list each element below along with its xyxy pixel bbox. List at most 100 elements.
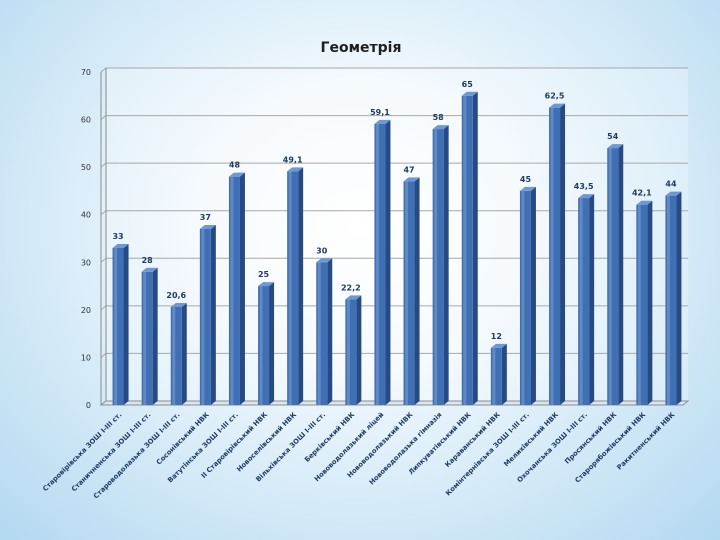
- data-label: 37: [200, 213, 211, 222]
- bar-highlight: [492, 347, 496, 405]
- gridline-depth: [100, 305, 107, 311]
- bar-top: [287, 167, 304, 172]
- bar: [432, 129, 444, 406]
- bar: [141, 271, 153, 405]
- bar-side: [152, 267, 158, 405]
- bar-side: [327, 258, 333, 405]
- bar-side: [472, 91, 478, 406]
- data-label: 59,1: [370, 108, 390, 117]
- bar-top: [403, 177, 420, 182]
- bar-highlight: [521, 190, 525, 405]
- bar-highlight: [114, 248, 118, 405]
- bar-side: [269, 282, 275, 405]
- data-label: 28: [142, 256, 154, 265]
- bar-top: [345, 295, 362, 300]
- bar-highlight: [346, 299, 350, 405]
- gridline-depth: [100, 67, 107, 73]
- gridline-depth: [100, 353, 107, 358]
- bar-side: [501, 343, 507, 405]
- y-tick-label: 60: [81, 116, 91, 125]
- gridline-depth: [100, 210, 107, 216]
- bar-top: [432, 125, 449, 130]
- bar: [607, 148, 619, 405]
- bar-side: [676, 191, 682, 405]
- bar-top: [374, 119, 391, 124]
- bar-top: [549, 103, 566, 108]
- bar: [199, 228, 211, 405]
- bar: [549, 107, 561, 405]
- bar-highlight: [317, 262, 321, 405]
- bar-side: [530, 186, 536, 405]
- bar-side: [385, 119, 391, 406]
- bar-top: [258, 282, 275, 287]
- bar-side: [443, 125, 449, 405]
- data-label: 54: [607, 132, 619, 141]
- gridline-depth: [100, 162, 107, 168]
- bar-highlight: [405, 181, 409, 405]
- bar-highlight: [375, 123, 379, 406]
- data-label: 33: [112, 232, 123, 241]
- bar: [665, 195, 677, 405]
- bar: [636, 204, 648, 405]
- y-tick-label: 70: [81, 68, 91, 77]
- bar: [374, 123, 386, 406]
- bar-top: [578, 194, 595, 199]
- bar: [461, 95, 473, 406]
- bar-side: [298, 167, 304, 405]
- y-tick-label: 20: [81, 306, 91, 315]
- x-category-label: Мелихівський НВК: [502, 410, 560, 468]
- data-label: 43,5: [574, 182, 594, 191]
- y-tick-label: 40: [81, 211, 91, 220]
- bar: [228, 176, 240, 405]
- bar: [519, 190, 531, 405]
- gridline-depth: [100, 115, 107, 120]
- data-label: 20,6: [166, 291, 186, 300]
- data-label: 49,1: [283, 155, 303, 164]
- bar-side: [239, 172, 245, 405]
- bar-top: [665, 191, 682, 196]
- bar-highlight: [259, 286, 263, 405]
- bar-top: [607, 144, 624, 149]
- data-label: 58: [433, 113, 445, 122]
- axes: [99, 68, 690, 406]
- x-category-label: Ракитненський НВК: [615, 410, 676, 471]
- x-category-label: Берківський НВК: [303, 410, 356, 463]
- x-category-label: Сосонівський НВК: [155, 410, 211, 466]
- bar-highlight: [608, 148, 612, 405]
- bar: [403, 181, 415, 405]
- bar-highlight: [288, 171, 292, 405]
- bar: [258, 286, 270, 405]
- data-label: 62,5: [545, 92, 565, 101]
- data-label: 47: [403, 165, 414, 174]
- bar-side: [560, 103, 566, 405]
- bars: [112, 91, 682, 406]
- bar-side: [589, 194, 595, 405]
- bar-side: [356, 295, 362, 405]
- bar-highlight: [230, 176, 234, 405]
- bar-side: [618, 144, 624, 405]
- x-category-label: Просянський НВК: [563, 410, 618, 465]
- chart-floor: [99, 400, 690, 406]
- bar-top: [112, 244, 129, 249]
- bar-side: [210, 224, 216, 405]
- bar-top: [490, 343, 507, 348]
- y-tick-label: 0: [86, 401, 91, 410]
- bar-top: [228, 172, 245, 177]
- y-tick-label: 10: [81, 353, 91, 362]
- bar-top: [519, 186, 536, 191]
- bar: [578, 198, 590, 405]
- bar-side: [181, 303, 187, 405]
- bar: [112, 248, 124, 405]
- bar-side: [414, 177, 420, 405]
- bar-top: [170, 303, 187, 308]
- bar: [490, 347, 502, 405]
- gridlines: [100, 67, 688, 406]
- bar-highlight: [666, 195, 670, 405]
- bar-highlight: [637, 204, 641, 405]
- x-category-label: Караванський НВК: [443, 410, 502, 469]
- plot-back-wall: [106, 68, 688, 401]
- bar-highlight: [434, 129, 438, 406]
- bar: [316, 262, 328, 405]
- data-label: 12: [491, 332, 502, 341]
